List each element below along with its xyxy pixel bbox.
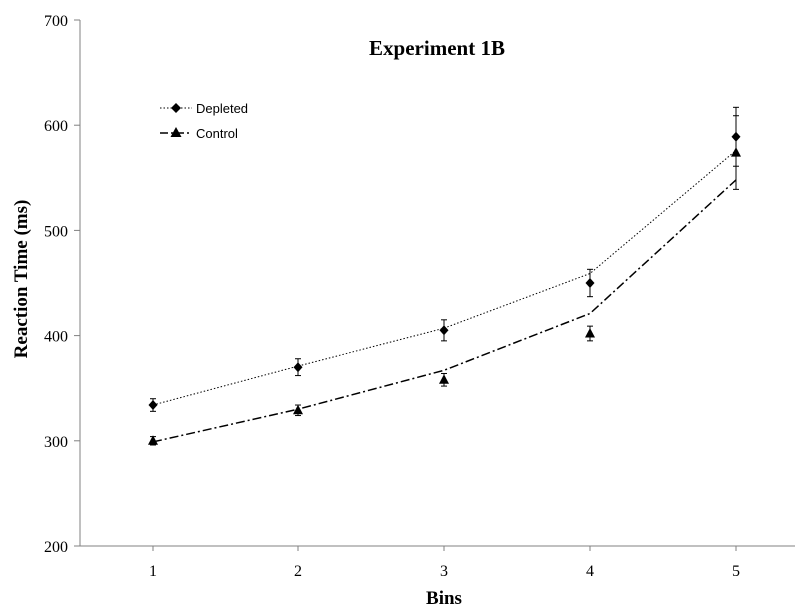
data-point-control bbox=[148, 435, 158, 445]
data-point-depleted bbox=[585, 278, 595, 288]
data-point-control bbox=[439, 374, 449, 384]
y-tick-label: 700 bbox=[44, 13, 68, 30]
x-tick-label: 4 bbox=[586, 563, 594, 580]
data-point-control bbox=[293, 404, 303, 415]
data-point-control bbox=[585, 328, 595, 338]
data-point-depleted bbox=[439, 325, 449, 336]
x-ticks: 1 2 3 4 5 bbox=[149, 546, 740, 580]
trend-lines bbox=[152, 150, 737, 443]
legend-item-depleted: Depleted bbox=[160, 101, 248, 116]
legend-marker-depleted bbox=[171, 103, 181, 113]
error-bars bbox=[150, 106, 739, 446]
y-tick-label: 500 bbox=[44, 223, 68, 240]
y-tick-label: 400 bbox=[44, 329, 68, 346]
trend-line-depleted bbox=[152, 150, 737, 406]
x-axis-label: Bins bbox=[426, 588, 462, 609]
legend-label-depleted: Depleted bbox=[196, 101, 248, 116]
data-point-control bbox=[731, 147, 741, 157]
y-tick-label: 200 bbox=[44, 539, 68, 556]
legend-label-control: Control bbox=[196, 126, 238, 141]
data-point-depleted bbox=[293, 362, 303, 373]
chart-title: Experiment 1B bbox=[369, 36, 505, 60]
y-ticks: 200 300 400 500 600 700 bbox=[44, 13, 80, 556]
y-axis-label: Reaction Time (ms) bbox=[11, 200, 32, 359]
x-tick-label: 5 bbox=[732, 563, 740, 580]
data-point-depleted bbox=[148, 400, 158, 410]
legend: Depleted Control bbox=[160, 101, 248, 141]
data-point-depleted bbox=[731, 131, 741, 142]
legend-item-control: Control bbox=[160, 126, 238, 141]
trend-line-control bbox=[152, 179, 737, 443]
axes bbox=[79, 20, 795, 547]
x-tick-label: 1 bbox=[149, 563, 157, 580]
x-tick-label: 3 bbox=[440, 563, 448, 580]
y-tick-label: 300 bbox=[44, 434, 68, 451]
data-markers bbox=[148, 131, 741, 445]
x-tick-label: 2 bbox=[294, 563, 302, 580]
y-tick-label: 600 bbox=[44, 118, 68, 135]
legend-marker-control bbox=[170, 127, 182, 137]
